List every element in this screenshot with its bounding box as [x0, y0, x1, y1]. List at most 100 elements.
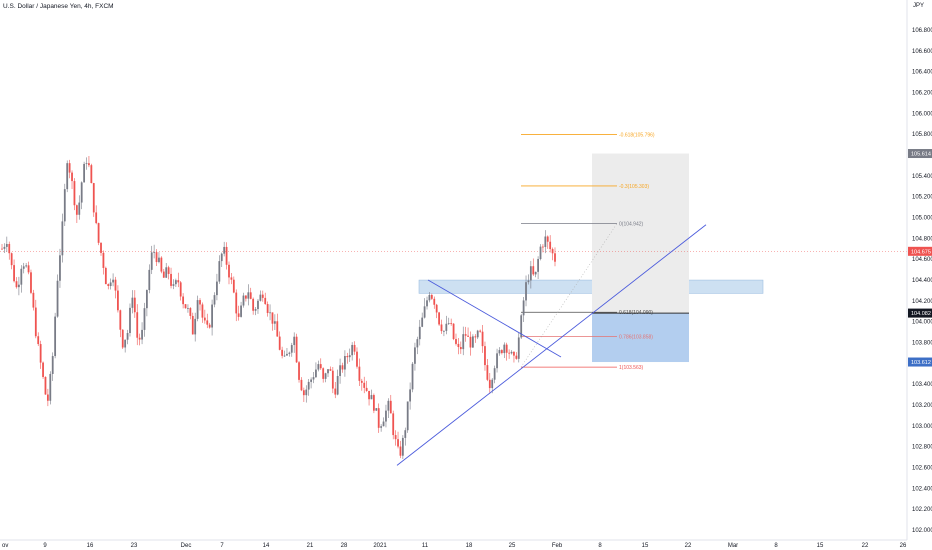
- candle-body: [73, 181, 76, 206]
- candle-body: [51, 356, 54, 374]
- price-tick-label: 102.000: [912, 528, 932, 534]
- fib-level-label: -0.618(105.796): [619, 133, 655, 139]
- candle-body: [10, 253, 13, 266]
- time-tick-label: ov: [2, 543, 8, 549]
- time-tick-label: Dec: [181, 543, 192, 549]
- candle-body: [508, 352, 511, 354]
- candle-body: [220, 253, 223, 262]
- candle-body: [5, 243, 8, 247]
- candle-body: [341, 365, 344, 370]
- time-tick-label: 23: [131, 543, 138, 549]
- candle-body: [537, 259, 539, 272]
- candle-body: [138, 337, 141, 340]
- price-tick-label: 103.000: [912, 424, 932, 430]
- candle-body: [322, 368, 325, 379]
- candle-body: [452, 323, 455, 340]
- time-tick-label: 2021: [373, 543, 387, 549]
- candle-body: [191, 315, 194, 335]
- chart-title: U.S. Dollar / Japanese Yen, 4h, FXCM: [3, 3, 114, 10]
- time-tick-label: 9: [43, 543, 47, 549]
- candle-body: [365, 387, 368, 391]
- candle-body: [254, 309, 257, 311]
- candle-body: [476, 330, 479, 338]
- candle-body: [148, 269, 151, 291]
- candle-body: [172, 284, 175, 286]
- candle-body: [290, 345, 293, 353]
- candle-body: [63, 189, 66, 222]
- time-tick-label: 7: [220, 543, 224, 549]
- candle-body: [201, 304, 204, 318]
- candle-body: [276, 321, 279, 337]
- candle-body: [278, 336, 281, 350]
- time-tick-label: 22: [685, 543, 692, 549]
- price-tick-label: 105.400: [912, 174, 932, 180]
- price-tick-label: 102.800: [912, 445, 932, 451]
- candle-body: [1, 248, 3, 250]
- candle-body: [206, 320, 209, 325]
- candle-body: [92, 183, 95, 213]
- candle-body: [242, 295, 245, 306]
- candle-body: [141, 329, 143, 340]
- price-tick-label: 104.200: [912, 299, 932, 305]
- candle-body: [327, 369, 329, 374]
- candle-body: [529, 266, 532, 281]
- price-tick-label: 102.400: [912, 486, 932, 492]
- candle-body: [368, 390, 370, 400]
- candle-body: [145, 290, 148, 309]
- candle-body: [124, 339, 127, 348]
- candle-body: [377, 408, 380, 428]
- candle-body: [261, 294, 264, 298]
- candle-body: [554, 253, 556, 262]
- candle-body: [500, 350, 503, 354]
- time-tick-label: 16: [87, 543, 94, 549]
- target-price-badge: [908, 149, 932, 159]
- candle-body: [450, 323, 453, 324]
- last-price-label: 104.675: [911, 249, 931, 255]
- candle-body: [160, 257, 163, 272]
- candle-body: [269, 312, 271, 314]
- candle-body: [486, 365, 489, 380]
- price-tick-label: 106.400: [912, 70, 932, 76]
- candle-body: [406, 401, 409, 431]
- stop-price-label: 103.612: [911, 360, 931, 366]
- candle-body: [281, 349, 284, 356]
- candle-body: [380, 426, 383, 428]
- candle-body: [392, 413, 395, 436]
- price-tick-label: 105.200: [912, 195, 932, 201]
- take-profit-box: [592, 153, 689, 314]
- candle-body: [15, 281, 18, 288]
- candle-body: [78, 202, 81, 215]
- candle-body: [54, 316, 57, 357]
- candle-body: [213, 295, 216, 305]
- candle-body: [353, 344, 356, 352]
- time-tick-label: 25: [509, 543, 516, 549]
- candle-body: [100, 242, 102, 253]
- time-tick-label: 15: [642, 543, 649, 549]
- candle-body: [551, 249, 554, 254]
- candle-body: [264, 297, 267, 305]
- candle-body: [462, 334, 465, 350]
- candle-body: [491, 379, 494, 389]
- candle-body: [484, 346, 486, 366]
- candle-body: [184, 304, 187, 309]
- ascending-trendline: [396, 224, 707, 466]
- candle-body: [8, 243, 11, 254]
- candle-body: [133, 297, 136, 313]
- candle-body: [228, 264, 230, 278]
- candle-body: [474, 336, 477, 338]
- fib-level-label: 0(104.942): [619, 222, 644, 228]
- candle-body: [546, 236, 549, 242]
- last-price-badge: [908, 246, 932, 256]
- price-tick-label: 106.000: [912, 111, 932, 117]
- candle-body: [20, 268, 23, 285]
- candle-body: [104, 267, 107, 285]
- candle-body: [324, 373, 327, 379]
- candle-body: [471, 336, 474, 348]
- candle-body: [249, 292, 252, 299]
- candle-body: [389, 400, 392, 414]
- price-tick-label: 102.200: [912, 507, 932, 513]
- candle-body: [428, 294, 431, 301]
- candle-body: [360, 380, 363, 383]
- time-tick-label: 15: [817, 543, 824, 549]
